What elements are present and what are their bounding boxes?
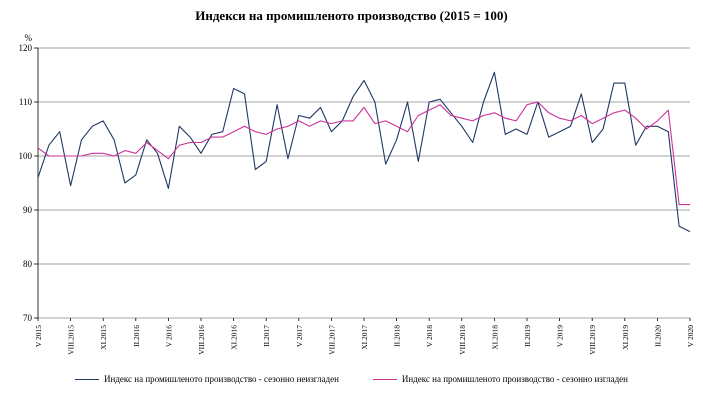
legend-item-adjusted: Индекс на промишленото производство - се… xyxy=(372,374,628,384)
x-tick-label: V 2016 xyxy=(164,325,173,347)
x-tick-label: VIII.2017 xyxy=(327,325,336,355)
y-tick-label: 90 xyxy=(23,205,33,215)
x-tick-label: II.2016 xyxy=(132,325,141,347)
x-tick-label: II.2017 xyxy=(262,325,271,347)
x-tick-label: XI.2018 xyxy=(490,325,499,350)
y-tick-label: 120 xyxy=(19,43,33,53)
chart-legend: Индекс на промишленото производство - се… xyxy=(0,374,703,384)
x-tick-label: V 2017 xyxy=(295,325,304,347)
chart-title: Индекси на промишленото производство (20… xyxy=(195,8,508,23)
x-tick-label: II.2019 xyxy=(523,325,532,347)
y-axis-unit-label: % xyxy=(25,33,33,43)
x-tick-label: XI.2017 xyxy=(360,325,369,350)
series-line-0 xyxy=(37,71,691,233)
x-tick-label: XI.2019 xyxy=(621,325,630,350)
legend-label-unadjusted: Индекс на промишленото производство - се… xyxy=(104,374,339,384)
x-tick-label: XI.2015 xyxy=(99,325,108,350)
x-tick-label: V 2018 xyxy=(425,325,434,347)
line-chart: 70 80 90 100 110 120% V 2015 VIII.2015 XI.2015 II… xyxy=(19,33,696,355)
y-tick-label: 80 xyxy=(23,259,33,269)
y-tick-label: 110 xyxy=(19,97,33,107)
x-tick-label: II.2020 xyxy=(653,325,662,347)
x-tick-label: VIII.2018 xyxy=(458,325,467,355)
chart-area: 70 80 90 100 110 120% V 2015 VIII.2015 XI.2015 II… xyxy=(0,30,703,370)
y-tick-label: 100 xyxy=(19,151,33,161)
legend-line-adjusted-icon xyxy=(372,378,397,380)
x-tick-label: V 2015 xyxy=(34,325,43,347)
legend-item-unadjusted: Индекс на промишленото производство - се… xyxy=(75,374,339,384)
x-tick-label: II.2018 xyxy=(393,325,402,347)
series-line-1 xyxy=(37,101,690,206)
x-tick-label: V 2020 xyxy=(686,325,695,347)
x-tick-label: VIII.2015 xyxy=(67,325,76,355)
y-tick-label: 70 xyxy=(23,313,33,323)
x-tick-label: XI.2016 xyxy=(230,325,239,350)
x-tick-label: V 2019 xyxy=(556,325,565,347)
x-tick-label: VIII.2016 xyxy=(197,325,206,355)
x-tick-label: VIII.2019 xyxy=(588,325,597,355)
legend-label-adjusted: Индекс на промишленото производство - се… xyxy=(401,374,628,384)
legend-line-unadjusted-icon xyxy=(75,378,100,380)
